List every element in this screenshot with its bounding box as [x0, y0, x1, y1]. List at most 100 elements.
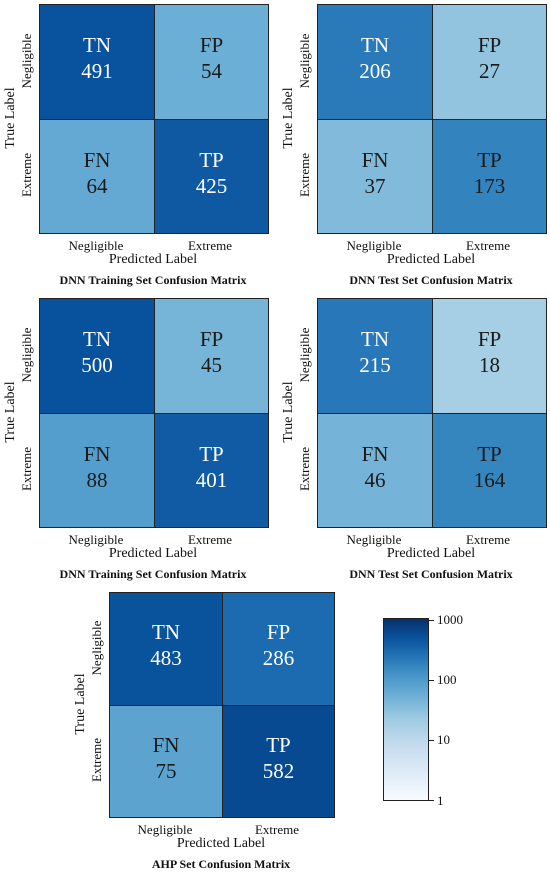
cell-count: 500 — [81, 352, 113, 377]
cell-count: 46 — [364, 467, 386, 492]
colorbar-tick-label: 1 — [437, 793, 444, 808]
cell-code: TP — [477, 147, 502, 172]
confusion-matrix: TN 215 FP 18 FN 46 TP 164 — [317, 298, 547, 528]
cell-code: TN — [152, 620, 180, 644]
column-label: Negligible — [137, 822, 193, 837]
colorbar-tick-label: 100 — [437, 672, 457, 687]
column-label: Extreme — [465, 532, 511, 547]
row-label: Extreme — [297, 446, 312, 492]
matrix-cell: FP 54 — [154, 5, 268, 119]
row-label: Negligible — [19, 327, 34, 383]
matrix-caption: AHP Set Confusion Matrix — [151, 857, 291, 871]
matrix-cell: FP 45 — [154, 299, 268, 413]
x-axis-title: Predicted Label — [108, 546, 198, 561]
cell-count: 164 — [473, 467, 506, 492]
matrix-cell: TN 491 — [40, 5, 154, 119]
colorbar — [383, 618, 429, 801]
cell-code: FP — [199, 326, 224, 351]
cell-code: TP — [199, 147, 224, 172]
cell-code: FP — [199, 32, 224, 57]
cell-count: 401 — [195, 467, 228, 492]
matrix-cell: FP 27 — [432, 5, 546, 119]
cell-count: 54 — [201, 58, 222, 83]
cell-count: 64 — [86, 173, 108, 198]
cell-count: 425 — [195, 173, 228, 198]
matrix-cell: TN 215 — [318, 299, 432, 413]
matrix-caption: DNN Test Set Confusion Matrix — [349, 273, 513, 287]
colorbar-tick — [429, 620, 434, 621]
column-label: Negligible — [68, 532, 124, 547]
matrix-cell: FN 46 — [318, 413, 432, 527]
matrix-cell: TP 582 — [222, 705, 334, 817]
column-label: Negligible — [346, 238, 402, 253]
row-label: Negligible — [297, 327, 312, 383]
cell-code: FN — [361, 441, 389, 466]
y-axis-title: True Label — [3, 381, 18, 443]
cell-code: TN — [83, 32, 111, 57]
colorbar-tick-label: 1000 — [437, 612, 463, 627]
cell-count: 88 — [86, 467, 108, 492]
colorbar-tick — [429, 740, 434, 741]
matrix-cell: FN 88 — [40, 413, 154, 527]
y-axis-title: True Label — [3, 87, 18, 149]
cell-code: FP — [266, 620, 291, 644]
x-axis-title: Predicted Label — [386, 546, 476, 561]
matrix-cell: FP 18 — [432, 299, 546, 413]
cell-count: 483 — [150, 646, 182, 670]
matrix-cell: TP 173 — [432, 119, 546, 233]
cell-count: 173 — [473, 173, 506, 198]
cell-count: 75 — [155, 759, 177, 783]
cell-count: 286 — [262, 646, 295, 670]
matrix-cell: FN 75 — [110, 705, 222, 817]
cell-code: TN — [361, 326, 389, 351]
colorbar-tick — [429, 800, 434, 801]
cell-code: FN — [83, 147, 111, 172]
cell-count: 206 — [359, 58, 391, 83]
column-label: Extreme — [187, 532, 233, 547]
matrix-cell: FN 64 — [40, 119, 154, 233]
row-label: Extreme — [19, 446, 34, 492]
column-label: Extreme — [187, 238, 233, 253]
row-label: Extreme — [19, 152, 34, 198]
matrix-cell: FP 286 — [222, 593, 334, 705]
x-axis-title: Predicted Label — [176, 836, 266, 851]
matrix-cell: TP 164 — [432, 413, 546, 527]
cell-count: 45 — [201, 352, 222, 377]
column-label: Extreme — [465, 238, 511, 253]
cell-code: TP — [477, 441, 502, 466]
x-axis-title: Predicted Label — [386, 252, 476, 267]
confusion-matrix: TN 483 FP 286 FN 75 TP 582 — [109, 592, 335, 818]
column-label: Extreme — [254, 822, 300, 837]
confusion-matrix: TN 491 FP 54 FN 64 TP 425 — [39, 4, 269, 234]
confusion-matrix: TN 500 FP 45 FN 88 TP 401 — [39, 298, 269, 528]
cell-count: 27 — [479, 58, 500, 83]
column-label: Negligible — [68, 238, 124, 253]
matrix-caption: DNN Training Set Confusion Matrix — [59, 273, 247, 287]
matrix-caption: DNN Training Set Confusion Matrix — [59, 567, 247, 581]
x-axis-title: Predicted Label — [108, 252, 198, 267]
colorbar-tick — [429, 680, 434, 681]
cell-code: TP — [266, 733, 291, 757]
confusion-matrix: TN 206 FP 27 FN 37 TP 173 — [317, 4, 547, 234]
cell-count: 582 — [262, 759, 295, 783]
matrix-cell: TN 206 — [318, 5, 432, 119]
cell-code: TP — [199, 441, 224, 466]
cell-code: FN — [361, 147, 389, 172]
y-axis-title: True Label — [281, 87, 296, 149]
y-axis-title: True Label — [281, 381, 296, 443]
cell-code: FP — [477, 32, 502, 57]
cell-code: FN — [152, 733, 180, 757]
matrix-cell: TP 401 — [154, 413, 268, 527]
cell-code: TN — [361, 32, 389, 57]
matrix-cell: TP 425 — [154, 119, 268, 233]
row-label: Extreme — [89, 737, 104, 783]
row-label: Negligible — [89, 620, 104, 676]
cell-code: TN — [83, 326, 111, 351]
cell-count: 215 — [359, 352, 391, 377]
cell-count: 491 — [81, 58, 113, 83]
cell-count: 37 — [364, 173, 386, 198]
colorbar-tick-label: 10 — [437, 732, 450, 747]
y-axis-title: True Label — [73, 673, 88, 735]
row-label: Negligible — [19, 33, 34, 89]
row-label: Negligible — [297, 33, 312, 89]
